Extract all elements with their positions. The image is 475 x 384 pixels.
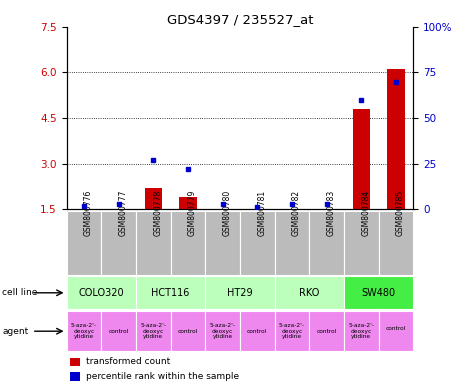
Bar [352, 109, 370, 209]
Text: HT29: HT29 [227, 288, 253, 298]
Bar [240, 311, 275, 351]
Bar [66, 211, 101, 275]
Text: GSM800784: GSM800784 [361, 190, 370, 236]
Bar [70, 358, 80, 366]
Text: control: control [108, 329, 129, 334]
Bar [205, 211, 240, 275]
Bar [171, 311, 205, 351]
Bar [387, 70, 405, 209]
Bar [379, 211, 413, 275]
Text: cell line: cell line [2, 288, 38, 297]
Text: RKO: RKO [299, 288, 319, 298]
Bar [66, 311, 101, 351]
Text: percentile rank within the sample: percentile rank within the sample [86, 372, 239, 381]
Text: GSM800777: GSM800777 [119, 190, 127, 236]
Bar [101, 311, 136, 351]
Text: GSM800783: GSM800783 [327, 190, 335, 236]
Bar [101, 211, 136, 275]
Bar [70, 372, 80, 381]
Text: GSM800781: GSM800781 [257, 190, 266, 236]
Bar [344, 276, 413, 309]
Bar [171, 211, 205, 275]
Text: control: control [386, 326, 406, 336]
Bar [66, 276, 136, 309]
Text: 5-aza-2'-
deoxyc
ytidine: 5-aza-2'- deoxyc ytidine [140, 323, 166, 339]
Title: GDS4397 / 235527_at: GDS4397 / 235527_at [167, 13, 313, 26]
Text: GSM800780: GSM800780 [222, 190, 231, 236]
Text: 5-aza-2'-
deoxyc
ytidine: 5-aza-2'- deoxyc ytidine [209, 323, 236, 339]
Bar [136, 276, 205, 309]
Bar [205, 311, 240, 351]
Bar [379, 311, 413, 351]
Text: control: control [247, 329, 267, 334]
Text: COLO320: COLO320 [78, 288, 124, 298]
Text: GSM800779: GSM800779 [188, 190, 197, 236]
Text: 5-aza-2'-
deoxyc
ytidine: 5-aza-2'- deoxyc ytidine [71, 323, 97, 339]
Text: agent: agent [2, 327, 28, 336]
Bar [275, 211, 309, 275]
Text: GSM800776: GSM800776 [84, 190, 93, 236]
Text: GSM800782: GSM800782 [292, 190, 301, 236]
Bar [240, 211, 275, 275]
Bar [344, 211, 379, 275]
Bar [136, 211, 171, 275]
Text: GSM800785: GSM800785 [396, 190, 405, 236]
Text: 5-aza-2'-
deoxyc
ytidine: 5-aza-2'- deoxyc ytidine [348, 323, 374, 339]
Bar [205, 276, 275, 309]
Text: control: control [178, 329, 198, 334]
Text: 5-aza-2'-
deoxyc
ytidine: 5-aza-2'- deoxyc ytidine [279, 323, 305, 339]
Bar [344, 311, 379, 351]
Text: GSM800778: GSM800778 [153, 190, 162, 236]
Text: transformed count: transformed count [86, 358, 170, 366]
Bar [309, 211, 344, 275]
Bar [309, 311, 344, 351]
Text: HCT116: HCT116 [152, 288, 190, 298]
Bar [179, 197, 197, 209]
Bar [275, 311, 309, 351]
Bar [144, 188, 162, 209]
Text: control: control [316, 329, 337, 334]
Bar [136, 311, 171, 351]
Text: SW480: SW480 [361, 288, 396, 298]
Bar [275, 276, 344, 309]
